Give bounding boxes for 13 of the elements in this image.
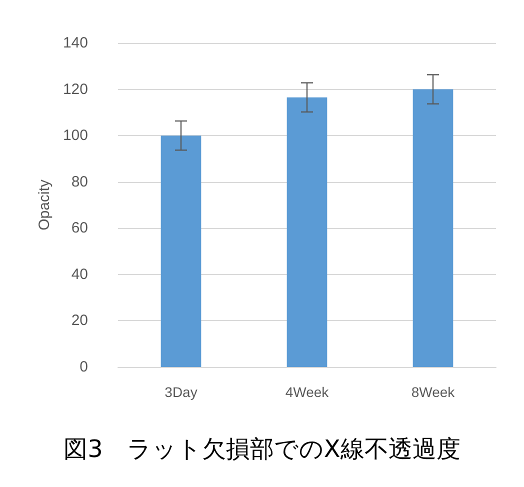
y-tick-label: 80 xyxy=(71,173,88,190)
y-tick-label: 140 xyxy=(62,34,88,52)
y-tick-label: 20 xyxy=(71,312,88,330)
y-tick-label: 100 xyxy=(62,127,88,144)
y-axis-title: Opacity xyxy=(36,179,54,230)
x-tick-label: 8Week xyxy=(411,384,456,400)
caption: 図3 ラット欠損部でのX線不透過度 xyxy=(64,435,460,463)
y-tick-label: 0 xyxy=(80,358,88,376)
x-tick-label: 4Week xyxy=(285,384,330,400)
x-tick-label: 3Day xyxy=(164,384,198,400)
y-tick-label: 40 xyxy=(71,266,88,283)
y-tick-label: 60 xyxy=(71,220,88,237)
y-tick-label: 120 xyxy=(62,80,88,98)
